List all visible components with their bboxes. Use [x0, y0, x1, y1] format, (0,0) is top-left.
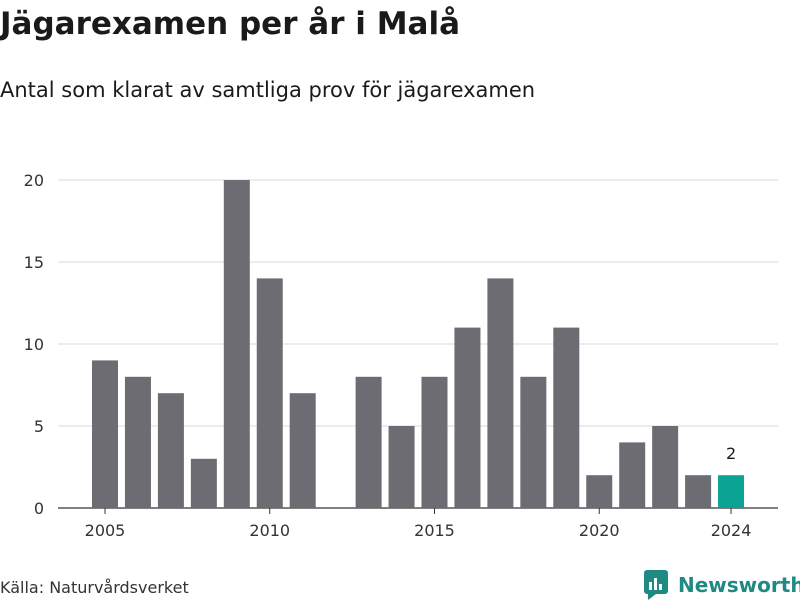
x-tick-label: 2024 — [711, 521, 752, 540]
bar — [553, 327, 580, 508]
bar — [223, 180, 250, 508]
newsworthy-logo-icon — [644, 570, 668, 600]
chart-title: Jägarexamen per år i Malå — [0, 6, 461, 42]
bar — [454, 327, 481, 508]
bar — [157, 393, 184, 508]
x-tick-label: 2010 — [249, 521, 290, 540]
x-tick-label: 2005 — [85, 521, 126, 540]
y-tick-label: 0 — [34, 499, 44, 518]
bar — [388, 426, 415, 508]
bar-highlight — [718, 475, 745, 508]
bar-chart: 0 5 10 15 20 2 2005 2010 2015 2020 2024 — [24, 171, 778, 540]
brand-logo: Newsworthy — [644, 570, 800, 600]
bar — [92, 360, 118, 508]
bar — [520, 376, 547, 508]
x-tick-label: 2020 — [579, 521, 620, 540]
bar — [685, 475, 712, 508]
chart-subtitle: Antal som klarat av samtliga prov för jä… — [0, 78, 536, 102]
bar — [652, 426, 679, 508]
bar — [256, 278, 283, 508]
bar — [124, 376, 151, 508]
bar — [355, 376, 382, 508]
data-label: 2 — [726, 444, 736, 463]
bar — [190, 458, 217, 508]
source-note: Källa: Naturvårdsverket — [0, 578, 189, 597]
y-tick-label: 20 — [24, 171, 44, 190]
bar — [487, 278, 514, 508]
y-tick-label: 15 — [24, 253, 44, 272]
bar — [421, 376, 448, 508]
x-tick-label: 2015 — [414, 521, 455, 540]
bar — [619, 442, 646, 508]
bar — [289, 393, 316, 508]
bar — [586, 475, 613, 508]
y-tick-label: 5 — [34, 417, 44, 436]
y-tick-label: 10 — [24, 335, 44, 354]
brand-name: Newsworthy — [678, 573, 800, 597]
